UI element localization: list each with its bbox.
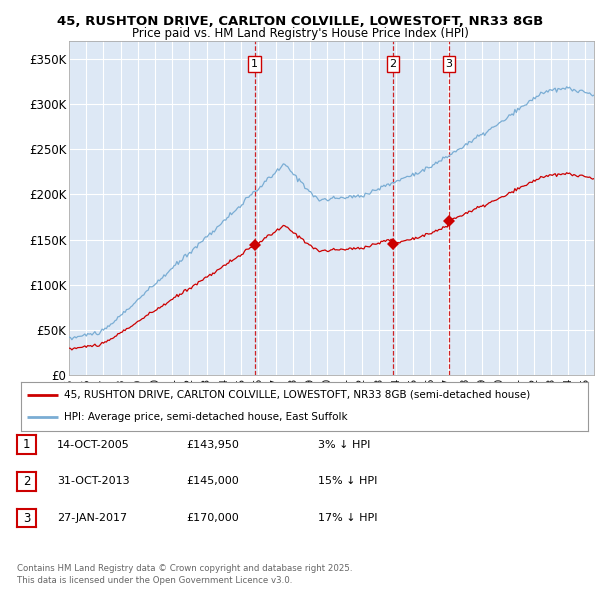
Text: 45, RUSHTON DRIVE, CARLTON COLVILLE, LOWESTOFT, NR33 8GB (semi-detached house): 45, RUSHTON DRIVE, CARLTON COLVILLE, LOW…: [64, 390, 530, 400]
Text: 1: 1: [23, 438, 30, 451]
Text: Contains HM Land Registry data © Crown copyright and database right 2025.
This d: Contains HM Land Registry data © Crown c…: [17, 565, 352, 585]
Text: £170,000: £170,000: [186, 513, 239, 523]
Text: Price paid vs. HM Land Registry's House Price Index (HPI): Price paid vs. HM Land Registry's House …: [131, 27, 469, 40]
Text: 2: 2: [389, 59, 397, 69]
Text: 15% ↓ HPI: 15% ↓ HPI: [318, 477, 377, 486]
Text: 3: 3: [23, 512, 30, 525]
Text: 45, RUSHTON DRIVE, CARLTON COLVILLE, LOWESTOFT, NR33 8GB: 45, RUSHTON DRIVE, CARLTON COLVILLE, LOW…: [57, 15, 543, 28]
Text: 2: 2: [23, 475, 30, 488]
Text: HPI: Average price, semi-detached house, East Suffolk: HPI: Average price, semi-detached house,…: [64, 412, 347, 422]
Text: 1: 1: [251, 59, 258, 69]
Text: 3: 3: [445, 59, 452, 69]
Text: 17% ↓ HPI: 17% ↓ HPI: [318, 513, 377, 523]
Text: £143,950: £143,950: [186, 440, 239, 450]
Text: 3% ↓ HPI: 3% ↓ HPI: [318, 440, 370, 450]
Text: 31-OCT-2013: 31-OCT-2013: [57, 477, 130, 486]
Text: 14-OCT-2005: 14-OCT-2005: [57, 440, 130, 450]
Text: 27-JAN-2017: 27-JAN-2017: [57, 513, 127, 523]
Text: £145,000: £145,000: [186, 477, 239, 486]
